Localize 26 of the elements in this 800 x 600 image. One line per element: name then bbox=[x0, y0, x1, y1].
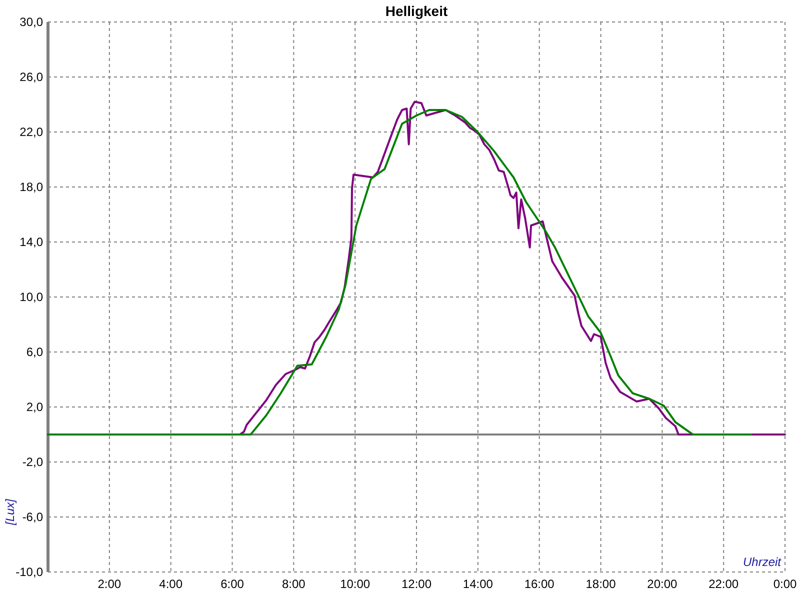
x-tick-label: 18:00 bbox=[586, 577, 616, 591]
x-tick-label: 16:00 bbox=[524, 577, 555, 591]
x-axis-title: Uhrzeit bbox=[742, 555, 782, 569]
y-tick-label: -10,0 bbox=[16, 565, 44, 580]
y-tick-label: -2,0 bbox=[22, 455, 44, 470]
y-tick-label: 2,0 bbox=[26, 400, 44, 414]
y-tick-label: 14,0 bbox=[20, 235, 44, 250]
x-tick-label: 2:00 bbox=[98, 577, 122, 591]
x-tick-label: 0:00 bbox=[773, 577, 797, 591]
y-tick-label: 18,0 bbox=[20, 180, 44, 194]
x-tick-label: 8:00 bbox=[282, 577, 306, 591]
y-tick-label: 22,0 bbox=[20, 125, 44, 140]
x-tick-label: 12:00 bbox=[401, 577, 432, 591]
y-tick-label: 26,0 bbox=[20, 70, 44, 84]
x-tick-label: 6:00 bbox=[220, 577, 244, 591]
x-tick-label: 10:00 bbox=[340, 577, 370, 591]
y-tick-label: 6,0 bbox=[26, 345, 44, 360]
x-tick-label: 4:00 bbox=[159, 577, 183, 591]
y-tick-label: -6,0 bbox=[22, 510, 44, 524]
x-tick-label: 22:00 bbox=[708, 577, 739, 591]
chart-title: Helligkeit bbox=[385, 3, 448, 19]
y-axis-title: [Lux] bbox=[3, 498, 17, 526]
x-tick-label: 20:00 bbox=[647, 577, 678, 591]
y-tick-label: 10,0 bbox=[20, 290, 44, 304]
x-tick-label: 14:00 bbox=[462, 577, 494, 591]
y-tick-label: 30,0 bbox=[20, 15, 44, 30]
